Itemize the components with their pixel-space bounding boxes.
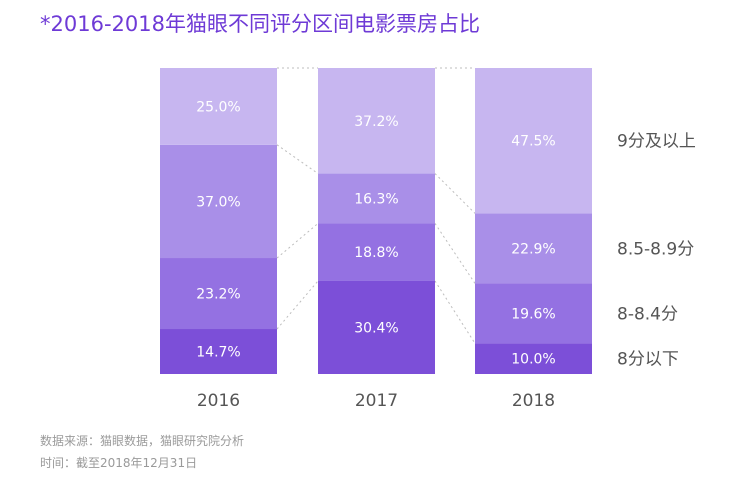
bar-data-label: 47.5% bbox=[511, 134, 555, 150]
bar-data-label: 19.6% bbox=[511, 306, 555, 322]
bar-data-label: 14.7% bbox=[196, 345, 240, 361]
bar-segment bbox=[475, 68, 592, 214]
legend-label: 8.5-8.9分 bbox=[617, 239, 694, 259]
bar-data-label: 22.9% bbox=[511, 241, 555, 257]
bar-data-label: 37.0% bbox=[196, 194, 240, 210]
x-axis-tick-label: 2016 bbox=[197, 391, 240, 411]
chart-title: *2016-2018年猫眼不同评分区间电影票房占比 bbox=[40, 12, 480, 36]
bar-segment bbox=[475, 213, 592, 284]
bar-segment bbox=[318, 68, 435, 174]
connector-line bbox=[434, 223, 476, 284]
data-source-note: 数据来源：猫眼数据，猫眼研究院分析 bbox=[40, 434, 245, 448]
legend-label: 8分以下 bbox=[617, 350, 679, 370]
bar-data-label: 10.0% bbox=[511, 352, 555, 368]
bar-segment bbox=[160, 68, 277, 145]
connector-line bbox=[276, 223, 319, 259]
legend-label: 8-8.4分 bbox=[617, 304, 678, 324]
x-axis-tick-label: 2018 bbox=[512, 391, 555, 411]
bar-segment bbox=[160, 258, 277, 330]
bar-data-label: 25.0% bbox=[196, 99, 240, 115]
bar-data-label: 18.8% bbox=[354, 245, 398, 261]
bar-data-label: 37.2% bbox=[354, 114, 398, 130]
bar-segment bbox=[160, 144, 277, 259]
connector-line bbox=[434, 280, 476, 344]
legend-label: 9分及以上 bbox=[617, 132, 696, 152]
bar-data-label: 16.3% bbox=[354, 192, 398, 208]
bar-segment bbox=[318, 173, 435, 224]
bar-segment bbox=[318, 223, 435, 281]
time-note: 时间：截至2018年12月31日 bbox=[40, 456, 198, 470]
bar-segment bbox=[318, 280, 435, 374]
bar-segment bbox=[160, 329, 277, 374]
connector-line bbox=[276, 280, 319, 330]
connector-line bbox=[276, 144, 319, 174]
bar-data-label: 30.4% bbox=[354, 320, 398, 336]
connector-line bbox=[434, 173, 476, 214]
bar-segment bbox=[475, 283, 592, 344]
x-axis-tick-label: 2017 bbox=[355, 391, 398, 411]
bar-segment bbox=[475, 343, 592, 374]
bar-data-label: 23.2% bbox=[196, 287, 240, 303]
